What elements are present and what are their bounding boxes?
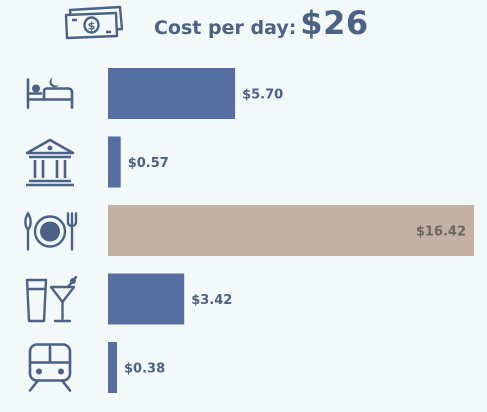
- category-icons: [24, 77, 78, 392]
- bed-icon: [26, 77, 74, 109]
- bar-food: [108, 205, 474, 256]
- bars: $5.70 $0.57 $16.42 $3.42 $0.38: [108, 68, 474, 393]
- bar-attractions: [108, 136, 121, 188]
- svg-text:$: $: [88, 20, 96, 33]
- value-label-drinks: $3.42: [191, 293, 232, 308]
- dining-icon: [24, 211, 78, 251]
- title-value: $26: [300, 4, 369, 42]
- value-label-attractions: $0.57: [128, 156, 169, 171]
- train-icon: [28, 343, 72, 392]
- value-label-accommodation: $5.70: [242, 88, 283, 103]
- bar-transport: [108, 342, 117, 393]
- title-label: Cost per day:: [154, 17, 297, 39]
- header: $ Cost per day: $26: [62, 2, 369, 44]
- page-title: Cost per day: $26: [154, 4, 369, 42]
- money-icon: $: [64, 5, 124, 40]
- drinks-icon: [25, 275, 78, 323]
- value-label-food: $16.42: [416, 225, 466, 240]
- value-label-transport: $0.38: [124, 362, 165, 377]
- museum-icon: [25, 138, 75, 187]
- bar-accommodation: [108, 68, 236, 119]
- bar-drinks: [108, 273, 185, 325]
